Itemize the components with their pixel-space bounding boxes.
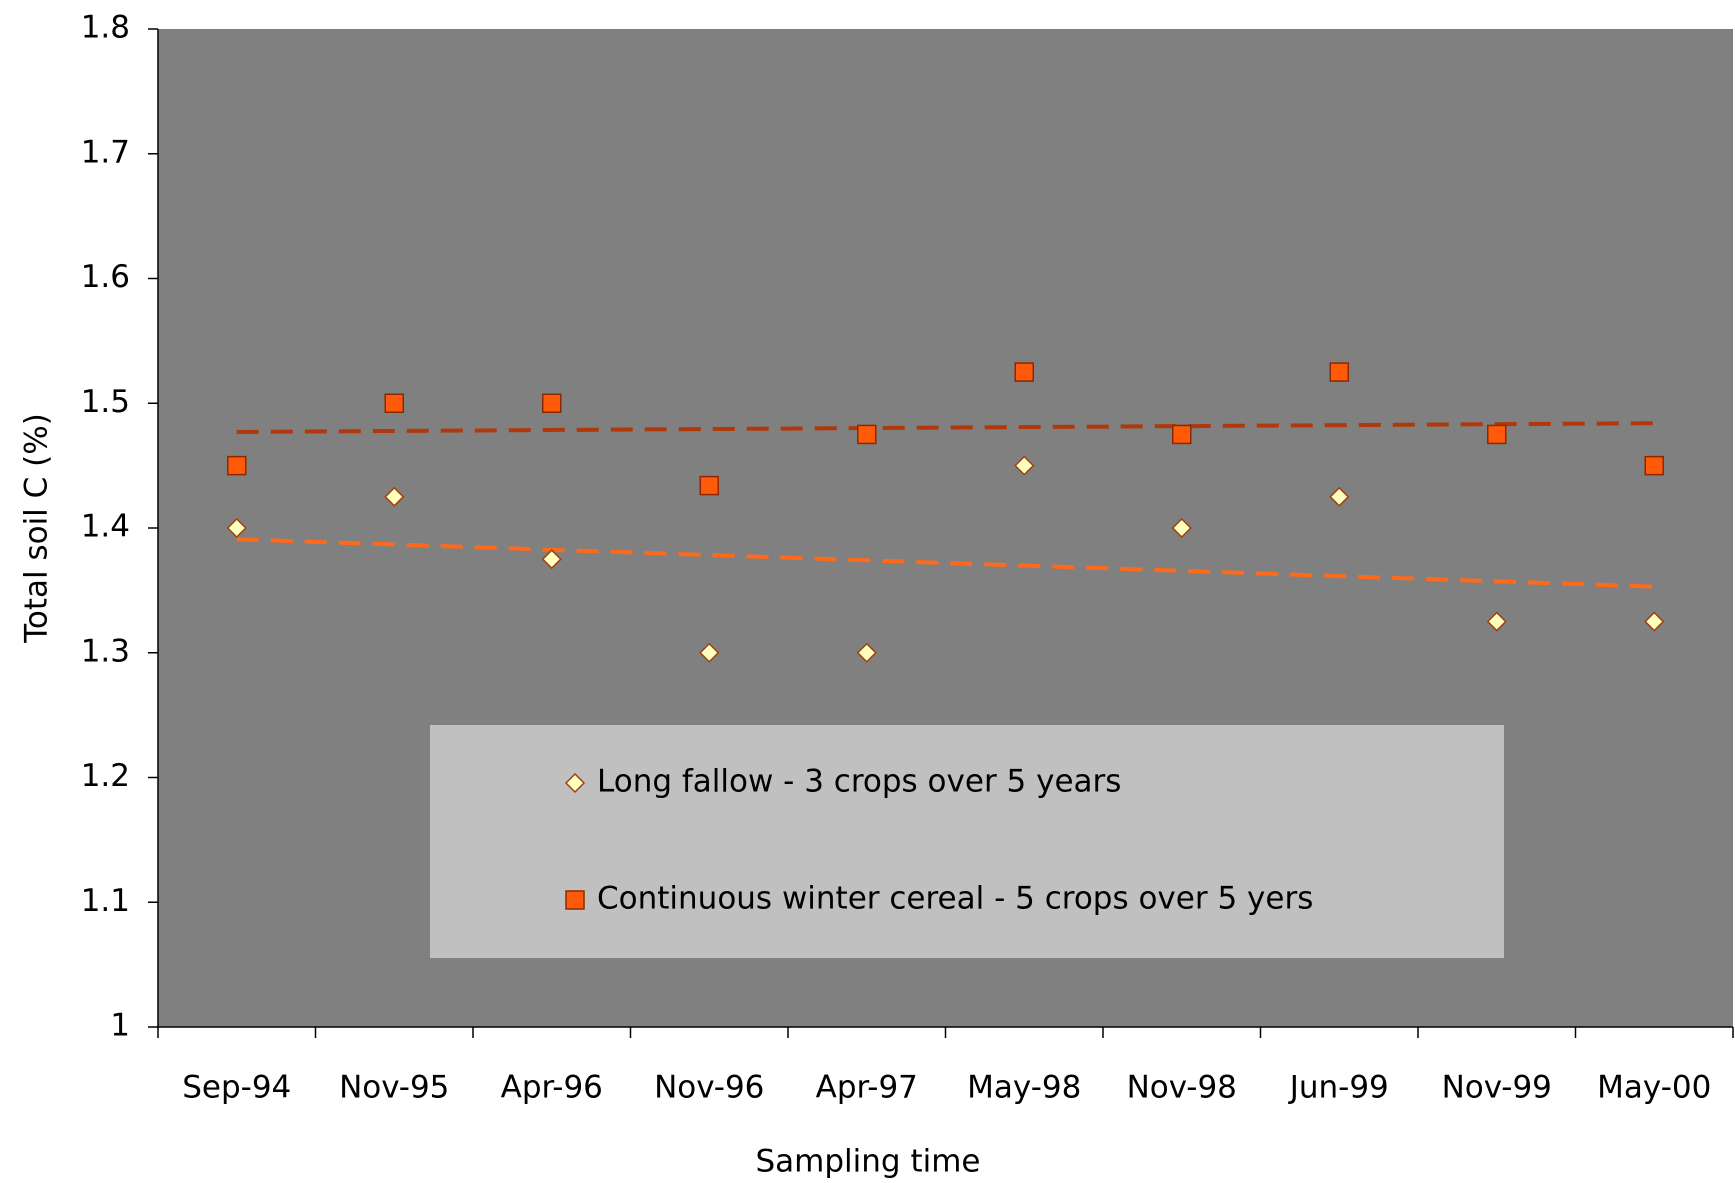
data-point xyxy=(1329,362,1349,382)
y-tick-label: 1.7 xyxy=(81,134,130,170)
data-point xyxy=(699,642,720,663)
y-tick-label: 1.5 xyxy=(81,384,130,420)
x-tick-label: May-00 xyxy=(1597,1070,1711,1106)
data-point xyxy=(1171,517,1192,539)
y-tick-label: 1.1 xyxy=(81,883,130,919)
data-point xyxy=(1644,611,1665,632)
data-point xyxy=(856,642,877,663)
data-point xyxy=(1644,455,1664,476)
x-tick-label: Jun-99 xyxy=(1288,1070,1389,1106)
x-tick-label: Nov-99 xyxy=(1442,1070,1552,1106)
y-tick-label: 1.6 xyxy=(81,259,130,295)
legend-marker xyxy=(564,772,586,794)
y-axis-title: Total soil C (%) xyxy=(19,413,55,644)
legend-label: Continuous winter cereal - 5 crops over … xyxy=(597,881,1313,917)
data-point xyxy=(857,424,877,445)
data-point xyxy=(1487,424,1507,445)
x-tick-label: Apr-96 xyxy=(501,1070,603,1106)
x-tick-label: Apr-97 xyxy=(816,1070,918,1106)
data-point xyxy=(227,455,247,476)
legend xyxy=(430,725,1504,958)
x-axis-title: Sampling time xyxy=(756,1144,981,1180)
data-point xyxy=(1329,486,1350,507)
data-point xyxy=(226,517,247,539)
legend-marker xyxy=(565,890,585,910)
x-tick-label: Sep-94 xyxy=(182,1070,291,1106)
y-tick-label: 1.8 xyxy=(81,10,130,46)
data-point xyxy=(1014,362,1034,382)
data-point xyxy=(1172,424,1192,445)
data-point xyxy=(699,475,719,496)
data-point xyxy=(384,486,405,507)
data-point xyxy=(1014,455,1035,476)
x-tick-label: Nov-96 xyxy=(654,1070,764,1106)
data-point xyxy=(384,393,404,413)
data-point xyxy=(542,393,562,413)
legend-label: Long fallow - 3 crops over 5 years xyxy=(597,764,1121,800)
x-tick-label: May-98 xyxy=(967,1070,1081,1106)
y-tick-label: 1 xyxy=(110,1008,130,1044)
x-tick-label: Nov-95 xyxy=(339,1070,449,1106)
y-tick-label: 1.2 xyxy=(81,758,130,794)
y-tick-label: 1.4 xyxy=(81,509,130,545)
y-tick-label: 1.3 xyxy=(81,633,130,669)
data-point xyxy=(1486,611,1507,632)
x-tick-label: Nov-98 xyxy=(1127,1070,1237,1106)
data-point xyxy=(541,549,562,570)
